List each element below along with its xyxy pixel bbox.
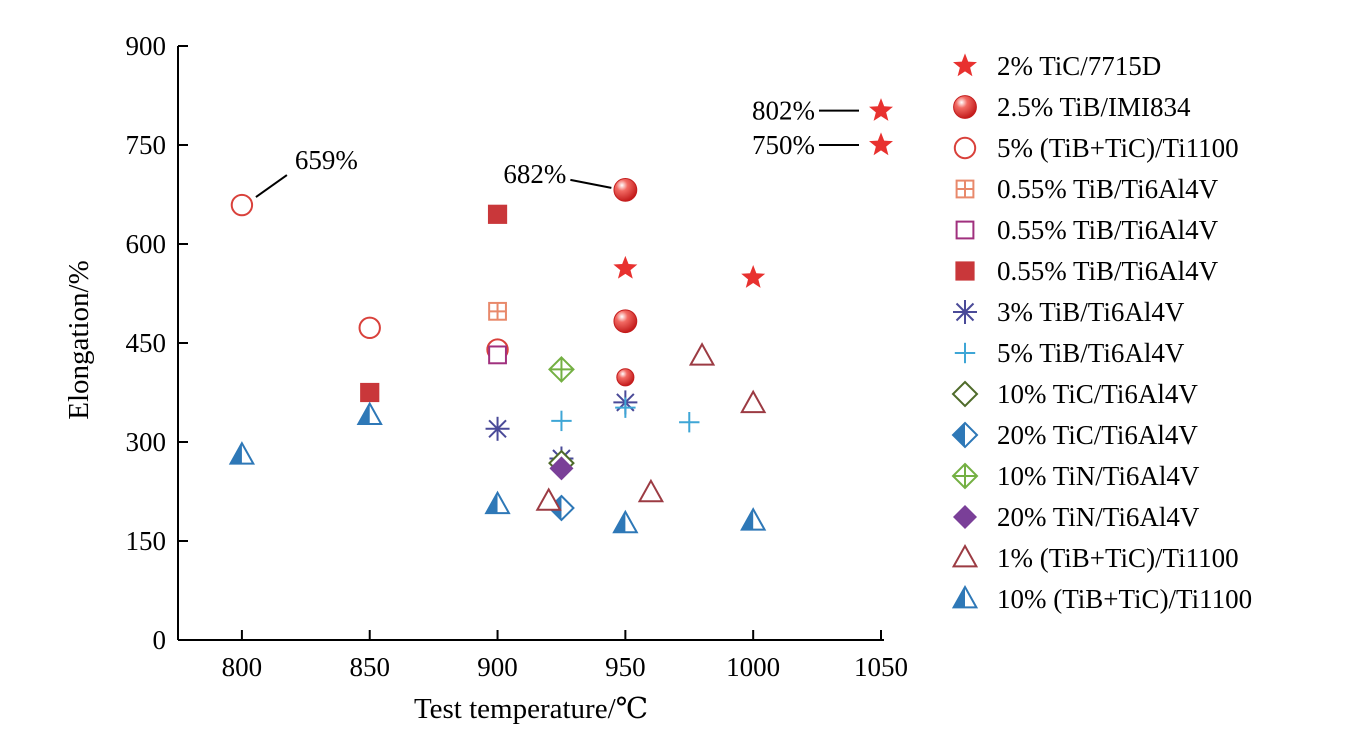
data-point bbox=[360, 382, 380, 403]
legend-item: 20% TiC/Ti6Al4V bbox=[951, 420, 1198, 450]
legend-item: 10% TiN/Ti6Al4V bbox=[951, 461, 1200, 491]
legend-label: 0.55% TiB/Ti6Al4V bbox=[997, 215, 1219, 245]
data-point bbox=[740, 507, 767, 531]
x-tick-label: 1050 bbox=[854, 652, 908, 682]
legend-item: 10% TiC/Ti6Al4V bbox=[951, 379, 1198, 409]
data-point bbox=[488, 345, 507, 365]
x-tick-label: 1000 bbox=[726, 652, 780, 682]
legend-item: 5% TiB/Ti6Al4V bbox=[954, 338, 1185, 368]
y-tick-label: 0 bbox=[153, 625, 167, 655]
y-axis: 0 150 300 450 600 750 900 Elongation/% bbox=[63, 31, 188, 655]
y-tick-label: 150 bbox=[126, 526, 167, 556]
data-points bbox=[228, 98, 893, 534]
legend-label: 3% TiB/Ti6Al4V bbox=[997, 297, 1185, 327]
legend-marker bbox=[953, 136, 977, 160]
legend-label: 10% TiC/Ti6Al4V bbox=[997, 379, 1198, 409]
data-point bbox=[741, 265, 766, 288]
legend-item: 0.55% TiB/Ti6Al4V bbox=[955, 215, 1219, 245]
data-point bbox=[488, 301, 507, 321]
x-tick-label: 900 bbox=[477, 652, 518, 682]
legend: 2% TiC/7715D 2.5% TiB/IMI834 5% (TiB+TiC)/… bbox=[951, 51, 1252, 614]
legend-marker bbox=[951, 462, 979, 490]
annotation-label: 682% bbox=[503, 159, 566, 189]
legend-label: 20% TiC/Ti6Al4V bbox=[997, 420, 1198, 450]
data-point bbox=[487, 204, 508, 224]
y-tick-label: 900 bbox=[126, 31, 167, 61]
legend-label: 10% TiN/Ti6Al4V bbox=[997, 461, 1200, 491]
legend-marker bbox=[953, 53, 977, 77]
legend-label: 0.55% TiB/Ti6Al4V bbox=[997, 256, 1219, 286]
y-tick-label: 450 bbox=[126, 328, 167, 358]
legend-marker bbox=[955, 179, 975, 199]
y-tick-label: 300 bbox=[126, 427, 167, 457]
data-point bbox=[616, 368, 635, 387]
legend-item: 10% (TiB+TiC)/Ti1100 bbox=[951, 584, 1252, 614]
data-point bbox=[613, 177, 638, 202]
legend-marker bbox=[955, 220, 975, 240]
legend-marker bbox=[951, 380, 979, 408]
data-point bbox=[740, 389, 767, 414]
x-tick-label: 850 bbox=[349, 652, 390, 682]
data-point bbox=[688, 342, 716, 366]
y-tick-label: 600 bbox=[126, 229, 167, 259]
data-point bbox=[615, 397, 636, 418]
data-point bbox=[535, 487, 562, 511]
data-point bbox=[679, 412, 700, 433]
data-point bbox=[228, 441, 256, 465]
legend-marker bbox=[953, 95, 977, 119]
x-axis-title: Test temperature/℃ bbox=[414, 693, 648, 725]
x-tick-label: 800 bbox=[222, 652, 263, 682]
data-point bbox=[230, 193, 254, 217]
legend-item: 1% (TiB+TiC)/Ti1100 bbox=[951, 543, 1239, 573]
data-point bbox=[613, 255, 638, 279]
data-point bbox=[613, 309, 638, 334]
data-point bbox=[612, 509, 639, 534]
legend-item: 2.5% TiB/IMI834 bbox=[953, 92, 1191, 122]
data-point bbox=[551, 410, 572, 432]
legend-item: 0.55% TiB/Ti6Al4V bbox=[955, 256, 1219, 286]
annotation-label: 802% bbox=[752, 96, 815, 126]
legend-marker bbox=[954, 342, 976, 364]
y-axis-title: Elongation/% bbox=[63, 260, 95, 419]
legend-item: 5% (TiB+TiC)/Ti1100 bbox=[953, 133, 1239, 163]
legend-label: 5% TiB/Ti6Al4V bbox=[997, 338, 1185, 368]
legend-label: 2.5% TiB/IMI834 bbox=[997, 92, 1191, 122]
data-point bbox=[549, 456, 574, 481]
x-ticks: 800 850 900 950 1000 1050 bbox=[222, 630, 908, 682]
annotation-label: 659% bbox=[295, 145, 358, 175]
legend-label: 5% (TiB+TiC)/Ti1100 bbox=[997, 133, 1239, 163]
legend-marker bbox=[953, 505, 977, 529]
legend-item: 3% TiB/Ti6Al4V bbox=[953, 297, 1185, 327]
legend-item: 2% TiC/7715D bbox=[953, 51, 1161, 81]
data-point bbox=[637, 478, 665, 503]
legend-marker bbox=[951, 584, 979, 609]
data-point bbox=[869, 132, 893, 156]
legend-item: 20% TiN/Ti6Al4V bbox=[953, 502, 1200, 532]
legend-label: 20% TiN/Ti6Al4V bbox=[997, 502, 1200, 532]
annotation-leader bbox=[255, 174, 288, 198]
legend-label: 1% (TiB+TiC)/Ti1100 bbox=[997, 543, 1239, 573]
data-point bbox=[548, 355, 575, 383]
data-point bbox=[869, 98, 893, 121]
legend-label: 2% TiC/7715D bbox=[997, 51, 1161, 81]
legend-item: 0.55% TiB/Ti6Al4V bbox=[955, 174, 1219, 204]
legend-label: 0.55% TiB/Ti6Al4V bbox=[997, 174, 1219, 204]
legend-marker bbox=[951, 421, 979, 449]
y-tick-label: 750 bbox=[126, 130, 167, 160]
legend-label: 10% (TiB+TiC)/Ti1100 bbox=[997, 584, 1252, 614]
y-ticks: 0 150 300 450 600 750 900 bbox=[126, 31, 188, 655]
annotation-label: 750% bbox=[752, 130, 815, 160]
annotations: 659% 682% 802% 750% bbox=[255, 96, 859, 198]
x-tick-label: 950 bbox=[605, 652, 646, 682]
data-point bbox=[356, 401, 383, 425]
legend-marker bbox=[951, 543, 979, 568]
data-point bbox=[358, 316, 381, 340]
x-axis: 800 850 900 950 1000 1050 Test temperature/℃ bbox=[178, 630, 908, 725]
data-point bbox=[484, 490, 511, 515]
data-point bbox=[485, 416, 510, 441]
legend-marker bbox=[953, 300, 977, 324]
legend-marker bbox=[955, 261, 975, 281]
annotation-leader bbox=[570, 178, 612, 189]
